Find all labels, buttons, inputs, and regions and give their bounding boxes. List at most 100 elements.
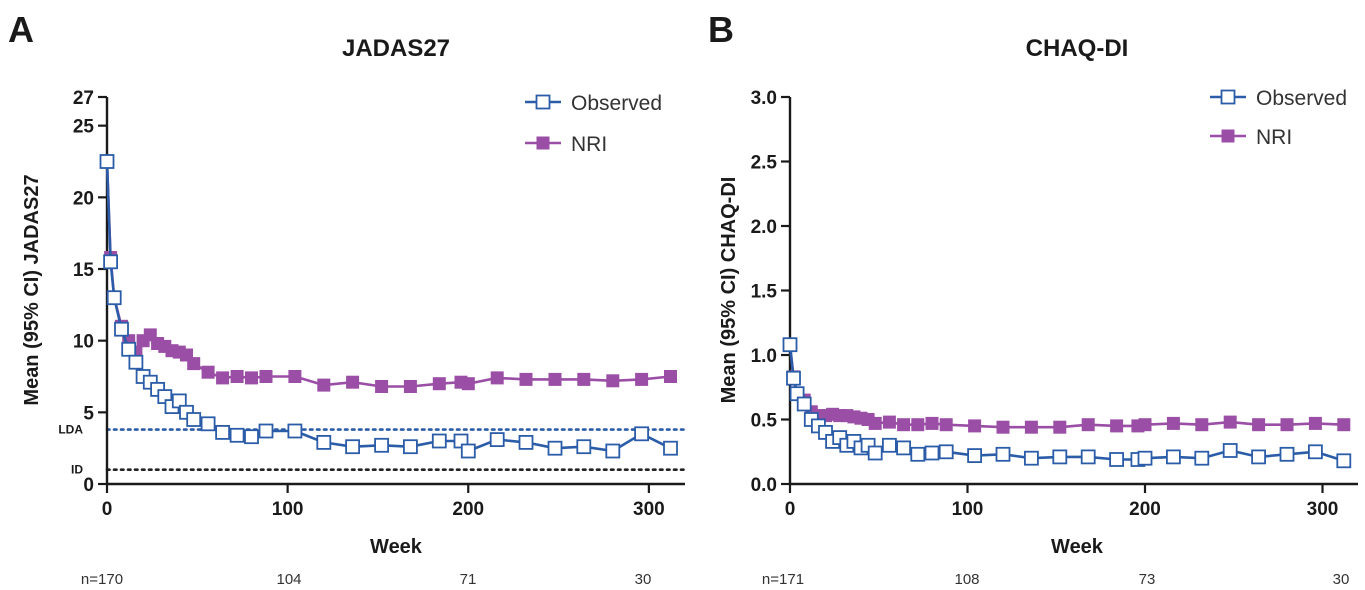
series-nri	[783, 338, 1351, 434]
chart-title: JADAS27	[342, 35, 450, 62]
y-tick-label: 25	[73, 117, 95, 138]
data-point-observed	[244, 429, 259, 445]
data-point-nri	[1024, 420, 1038, 434]
data-point-nri	[1166, 416, 1180, 430]
data-point-observed	[1080, 449, 1096, 465]
data-point-observed	[796, 396, 812, 412]
y-tick-label: 0.5	[751, 411, 778, 432]
x-axis-title: Week	[1051, 536, 1104, 558]
data-point-nri	[187, 357, 201, 371]
data-point-observed	[1251, 449, 1266, 465]
y-axis-title: Mean (95% CI) CHAQ-DI	[718, 177, 740, 404]
y-tick-label: 27	[73, 88, 94, 109]
data-point-nri	[968, 419, 982, 433]
legend-label-nri: NRI	[571, 133, 607, 156]
data-point-nri	[245, 371, 258, 385]
data-point-observed	[186, 412, 202, 427]
y-tick-label: 0	[83, 475, 94, 496]
data-point-observed	[518, 434, 534, 450]
y-tick-label: 2.5	[751, 153, 778, 174]
y-tick-label: 5	[83, 403, 94, 424]
series-observed	[782, 337, 1352, 469]
panel-letter: B	[708, 9, 734, 50]
x-tick-label: 100	[952, 499, 984, 520]
data-point-observed	[1024, 450, 1039, 466]
n-at-risk-label: n=171	[762, 571, 804, 588]
y-tick-label: 1.5	[751, 282, 778, 303]
data-point-observed	[431, 433, 447, 449]
legend: Observed NRI	[1210, 87, 1347, 149]
data-point-observed	[1194, 450, 1210, 466]
legend-marker-nri	[536, 136, 550, 150]
data-point-nri	[548, 372, 562, 386]
x-tick-label: 300	[1307, 499, 1339, 520]
data-point-nri	[461, 377, 475, 391]
data-point-nri	[1223, 415, 1237, 429]
data-point-observed	[1137, 450, 1153, 466]
data-point-nri	[519, 372, 533, 386]
data-point-nri	[606, 374, 620, 388]
x-axis-title: Week	[370, 536, 423, 558]
data-point-observed	[786, 370, 801, 386]
data-point-observed	[402, 439, 418, 455]
y-tick-label: 15	[73, 260, 95, 281]
data-point-nri	[375, 380, 389, 393]
data-point-observed	[1109, 452, 1124, 467]
data-point-observed	[114, 321, 129, 337]
n-at-risk-label: 73	[1139, 571, 1156, 588]
data-point-nri	[882, 415, 896, 429]
data-point-observed	[782, 337, 798, 353]
y-tick-label: 20	[73, 188, 94, 209]
data-point-observed	[374, 437, 390, 453]
data-point-observed	[1166, 449, 1181, 465]
x-tick-label: 300	[633, 499, 665, 520]
data-point-observed	[634, 426, 649, 442]
data-point-observed	[1052, 449, 1068, 465]
n-at-risk-label: n=170	[81, 571, 123, 588]
data-point-nri	[635, 372, 649, 386]
legend-label-observed: Observed	[1256, 87, 1347, 110]
data-point-nri	[1081, 418, 1095, 432]
data-point-observed	[1222, 443, 1238, 458]
data-point-nri	[317, 378, 331, 392]
data-point-observed	[200, 416, 216, 432]
data-point-observed	[287, 423, 303, 439]
series-observed	[99, 154, 678, 459]
data-point-observed	[106, 290, 122, 306]
reference-label-lda: LDA	[58, 423, 83, 437]
legend-marker-nri	[1221, 129, 1235, 143]
data-point-nri	[346, 375, 360, 389]
data-point-observed	[910, 446, 926, 462]
data-point-observed	[103, 254, 118, 270]
legend-label-nri: NRI	[1256, 126, 1292, 149]
data-point-observed	[121, 341, 137, 357]
data-point-observed	[867, 445, 883, 461]
data-point-nri	[939, 418, 953, 432]
series-nri	[100, 155, 677, 393]
data-point-nri	[664, 370, 677, 383]
data-point-observed	[924, 445, 940, 461]
data-point-nri	[288, 370, 302, 383]
data-point-nri	[432, 377, 446, 391]
y-tick-label: 10	[73, 332, 94, 353]
data-point-nri	[911, 418, 925, 432]
x-tick-label: 200	[452, 499, 484, 520]
legend-marker-observed	[1220, 89, 1236, 105]
data-point-observed	[547, 440, 563, 456]
data-point-observed	[460, 443, 476, 459]
data-point-nri	[1308, 416, 1322, 430]
y-tick-label: 2.0	[751, 217, 777, 238]
n-at-risk-label: 108	[954, 571, 979, 588]
n-at-risk-label: 71	[460, 571, 477, 588]
data-point-observed	[489, 432, 505, 448]
data-point-observed	[938, 444, 954, 460]
data-point-observed	[1308, 444, 1323, 460]
n-at-risk-label: 30	[635, 571, 652, 588]
data-point-nri	[1280, 418, 1294, 432]
data-point-nri	[1337, 418, 1351, 432]
data-point-nri	[230, 370, 244, 383]
legend: Observed NRI	[525, 92, 662, 156]
data-point-observed	[882, 437, 897, 453]
data-point-nri	[996, 420, 1010, 434]
data-point-nri	[577, 372, 591, 386]
